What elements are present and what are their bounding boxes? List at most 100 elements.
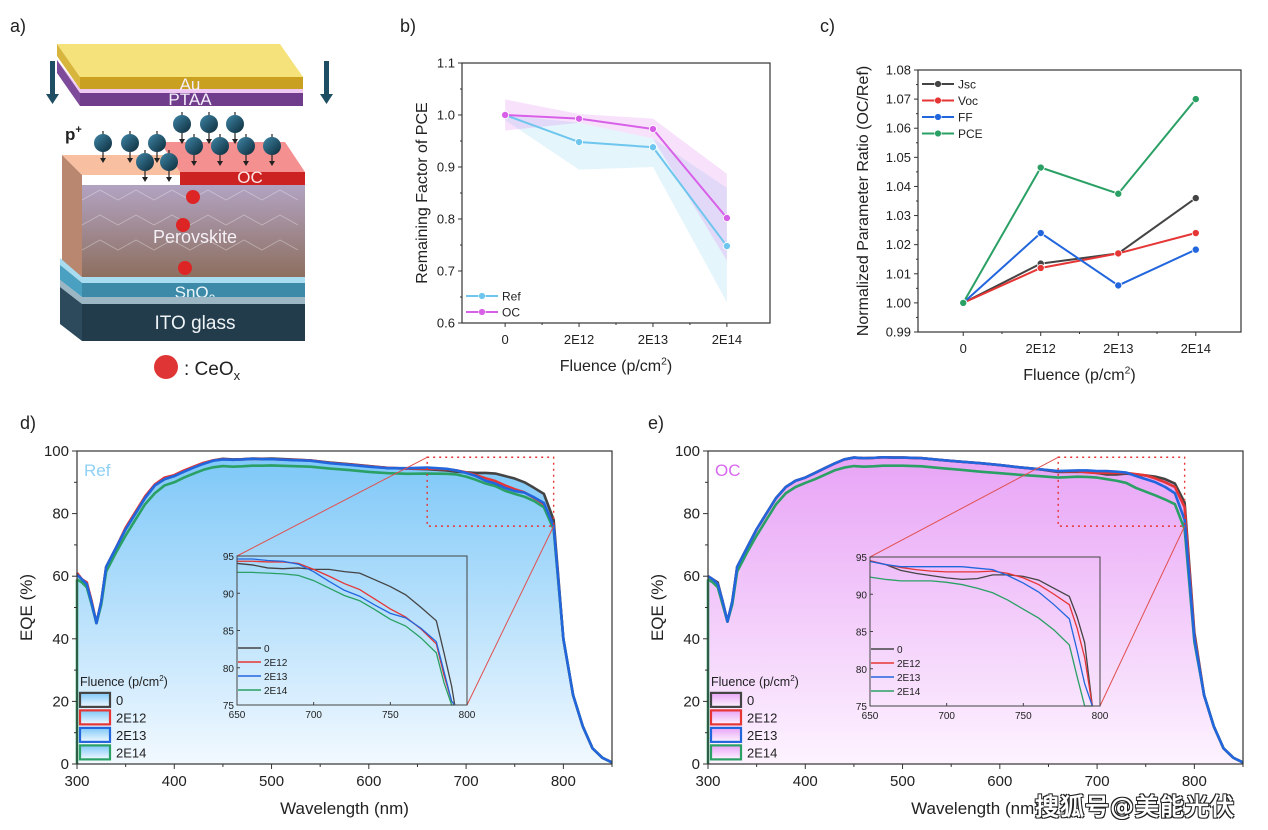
legend-marker [478, 292, 486, 300]
down-arrow-icon [46, 61, 59, 104]
oc-layer-top [160, 142, 305, 172]
proton-icon [263, 134, 281, 166]
x-tick-label: 2E13 [638, 332, 668, 347]
x-tick-label: 800 [1182, 773, 1207, 790]
legend-title-part: Fluence (p/cm [711, 675, 790, 689]
legend-label: PCE [958, 127, 983, 141]
series-line-ff [962, 231, 1197, 304]
x-tick-label: 2E14 [712, 332, 742, 347]
legend-swatch [78, 691, 112, 708]
y-tick-label: 1.06 [886, 121, 911, 136]
label-part: ) [667, 358, 672, 375]
inset-y-tick-label: 85 [856, 628, 868, 639]
inset-x-tick-label: 750 [382, 710, 399, 721]
x-tick-label: 2E13 [1103, 341, 1133, 356]
down-arrow-icon [320, 61, 333, 104]
arrowhead [179, 139, 185, 144]
data-point-oc [722, 213, 731, 222]
proton-ball [136, 153, 154, 171]
inset-legend-label: 0 [897, 645, 903, 656]
data-point-ff [1114, 281, 1123, 290]
inset-x-tick-label: 650 [862, 711, 879, 722]
eqe-line-2e14 [707, 464, 1244, 764]
legend-label: 2E13 [747, 728, 777, 743]
ito-layer-top [60, 280, 305, 304]
inset-y-tick-label: 90 [856, 590, 868, 601]
arrowhead [232, 139, 238, 144]
inset-y-tick-label: 85 [223, 627, 235, 638]
proton-icon [200, 112, 218, 144]
error-band-oc [505, 99, 727, 261]
proton-ball [173, 115, 191, 133]
inset-chart: 75 80 85 90 95 650 700 750 800 0 2E12 2E13 2E14 [223, 552, 476, 721]
x-tick-label: 700 [1085, 773, 1110, 790]
proton-icon [237, 134, 255, 166]
panel-label-d: d) [20, 413, 37, 433]
data-point-ff [1191, 245, 1200, 254]
oc-label: OC [237, 168, 263, 187]
proton-label: p+ [65, 124, 82, 144]
y-axis-title: Normalized Parameter Ratio (OC/Ref) [855, 66, 872, 336]
x-tick-label: 400 [162, 773, 187, 790]
y-tick-label: 1.1 [437, 56, 455, 71]
y-tick-label: 1.02 [886, 237, 911, 252]
legend-label: 0 [747, 693, 754, 708]
ceox-particle [178, 261, 192, 275]
y-tick-label: 80 [683, 506, 700, 523]
y-tick-label: 1.08 [886, 63, 911, 78]
x-axis-title: Wavelength (nm) [911, 799, 1040, 818]
inset-line-2e13 [237, 558, 456, 706]
sample-tag: Ref [84, 461, 111, 480]
zoom-region-box [426, 456, 555, 527]
x-tick-label: 600 [987, 773, 1012, 790]
proton-icon [121, 131, 139, 163]
x-tick-label: 500 [890, 773, 915, 790]
data-point-oc [648, 125, 657, 134]
legend-label: Ref [502, 290, 521, 304]
panel-label-c: c) [820, 16, 835, 36]
inset-line-2e14 [237, 571, 455, 706]
x-tick-label: 0 [502, 332, 509, 347]
y-tick-label: 0.6 [437, 316, 455, 331]
data-point-pce [1036, 163, 1045, 172]
label-sup: 2 [1125, 366, 1131, 377]
legend-swatch [709, 691, 743, 708]
chart-normalized-ratio: 0.99 1.00 1.01 1.02 1.03 1.04 1.05 1.06 1.07 1.08… [855, 63, 1242, 384]
legend-swatch [78, 726, 112, 743]
y-tick-label: 1.03 [886, 208, 911, 223]
x-axis-title: Fluence (p/cm2) [1023, 366, 1135, 384]
au-layer-side [57, 44, 80, 89]
data-point-pce [1191, 95, 1200, 104]
proton-ball [263, 137, 281, 155]
eqe-line-2e14 [76, 464, 613, 764]
data-point-pce [1114, 189, 1123, 198]
oc-layer-front [180, 172, 305, 185]
data-point-ref [575, 138, 584, 147]
inset-y-tick-label: 80 [223, 664, 235, 675]
zoom-region-box [1057, 456, 1186, 527]
legend-marker [934, 80, 942, 88]
inset-x-tick-label: 650 [229, 710, 246, 721]
ceox-legend-icon [154, 355, 178, 379]
y-tick-label: 0 [61, 756, 69, 773]
panel-label-a: a) [10, 16, 27, 36]
proton-ball [148, 134, 166, 152]
x-tick-label: 700 [454, 773, 479, 790]
y-tick-label: 20 [683, 693, 700, 710]
inset-line-2e13 [869, 560, 1093, 707]
series-line-oc [505, 114, 728, 219]
legend-title-part: ) [795, 675, 799, 689]
x-tick-label: 400 [793, 773, 818, 790]
inset-chart: 75 80 85 90 95 650 700 750 800 0 2E12 2E13 2E14 [856, 553, 1109, 722]
zoom-connector [1099, 525, 1186, 707]
legend-marker [934, 96, 942, 105]
arrowhead [127, 158, 133, 163]
inset-y-tick-label: 75 [223, 701, 235, 712]
inset-legend-label: 2E12 [264, 658, 288, 669]
inset-y-tick-label: 75 [856, 702, 868, 713]
y-tick-label: 100 [44, 443, 69, 460]
y-tick-label: 20 [52, 693, 69, 710]
inset-legend-label: 2E12 [897, 659, 921, 670]
zoom-connector [466, 525, 555, 706]
y-tick-label: 0.8 [437, 212, 455, 227]
